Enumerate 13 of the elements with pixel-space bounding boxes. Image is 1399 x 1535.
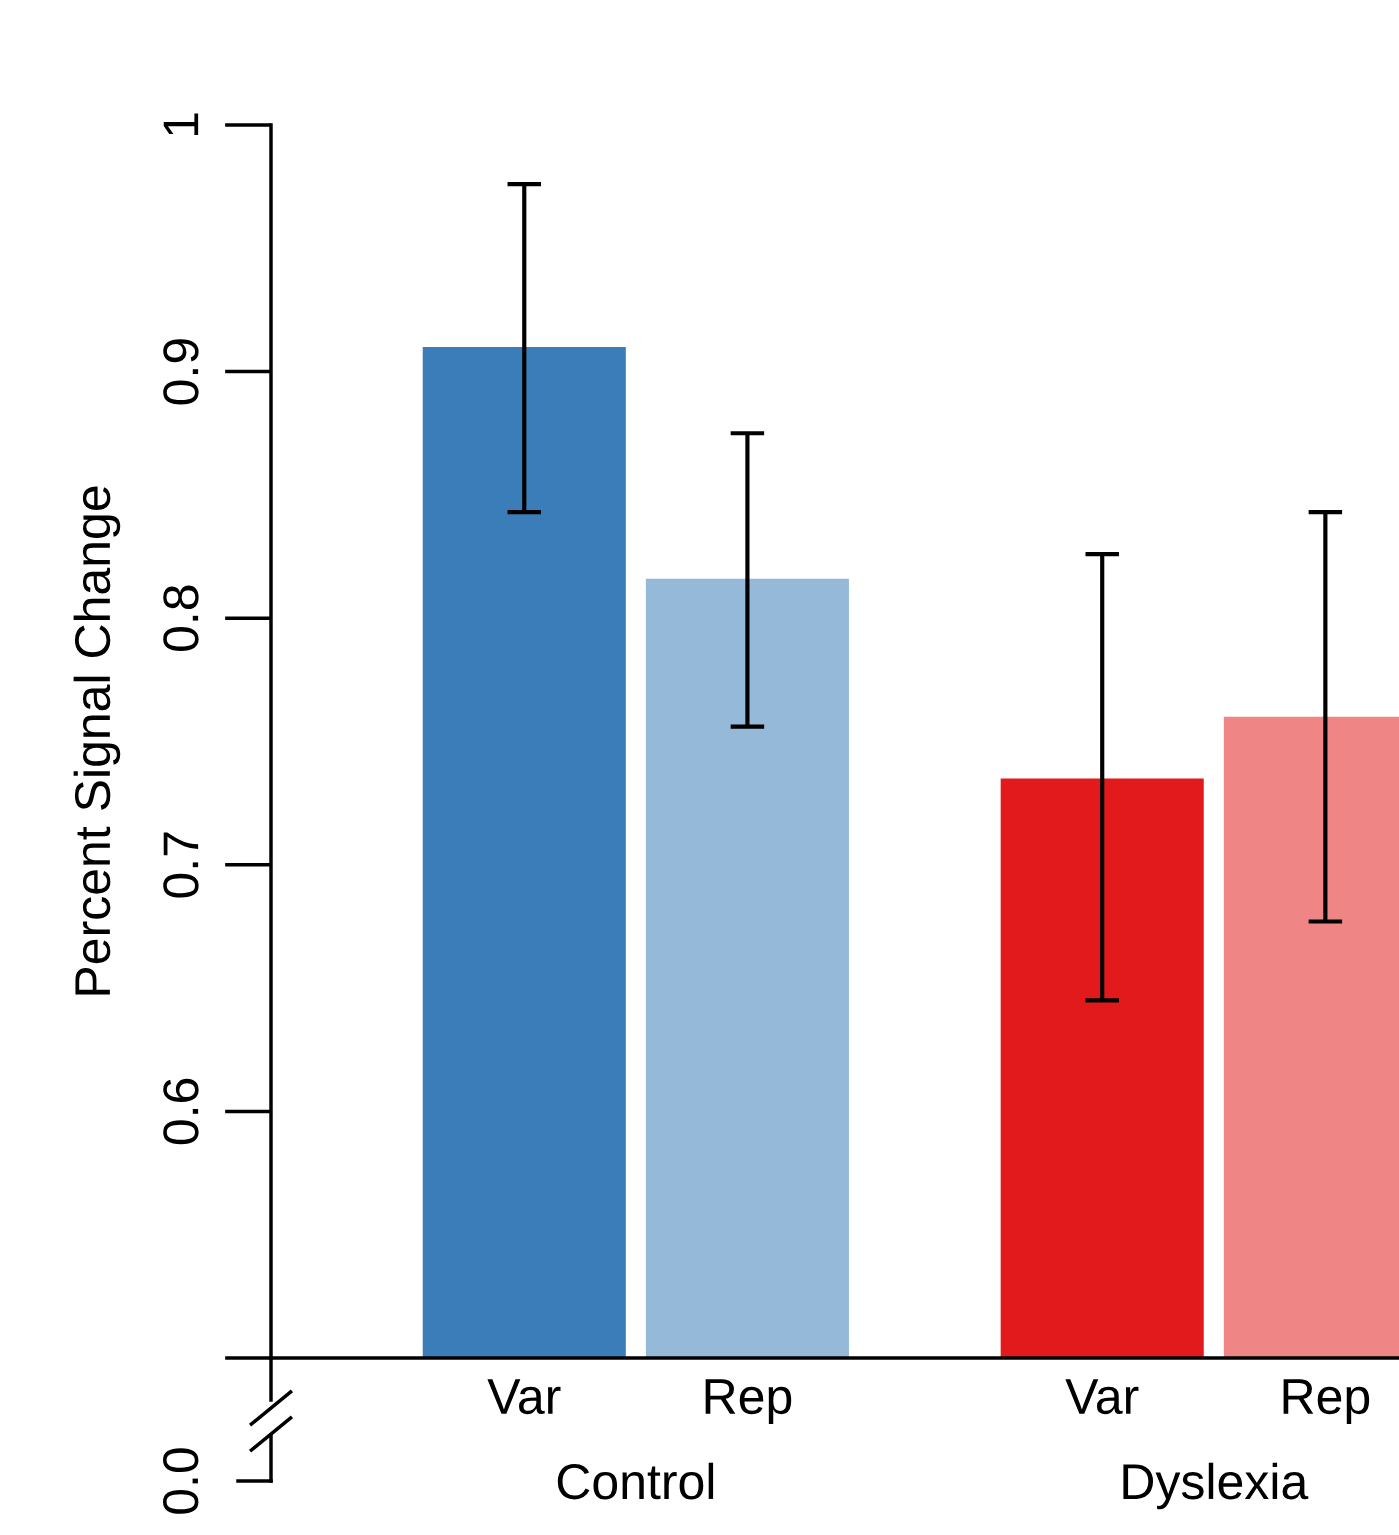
text: 0.0 (163, 1448, 199, 1514)
x-tick-label: Rep (705, 1379, 792, 1425)
y-tick-label: 0.6 (163, 1078, 199, 1145)
text: Control (557, 1462, 714, 1500)
y-tick-label: 0.9 (163, 339, 199, 405)
text: Dyslexia (1123, 1462, 1309, 1510)
x-tick-label: Var (487, 1379, 561, 1415)
y-tick-label: 0.8 (163, 585, 199, 651)
y-axis-title: Percent Signal Change (73, 486, 121, 995)
y-tick-label: 0.7 (163, 832, 199, 898)
y-tick-label: 1 (163, 113, 199, 136)
x-tick-label: Rep (1283, 1379, 1370, 1425)
x-tick-label: Var (1065, 1379, 1139, 1415)
